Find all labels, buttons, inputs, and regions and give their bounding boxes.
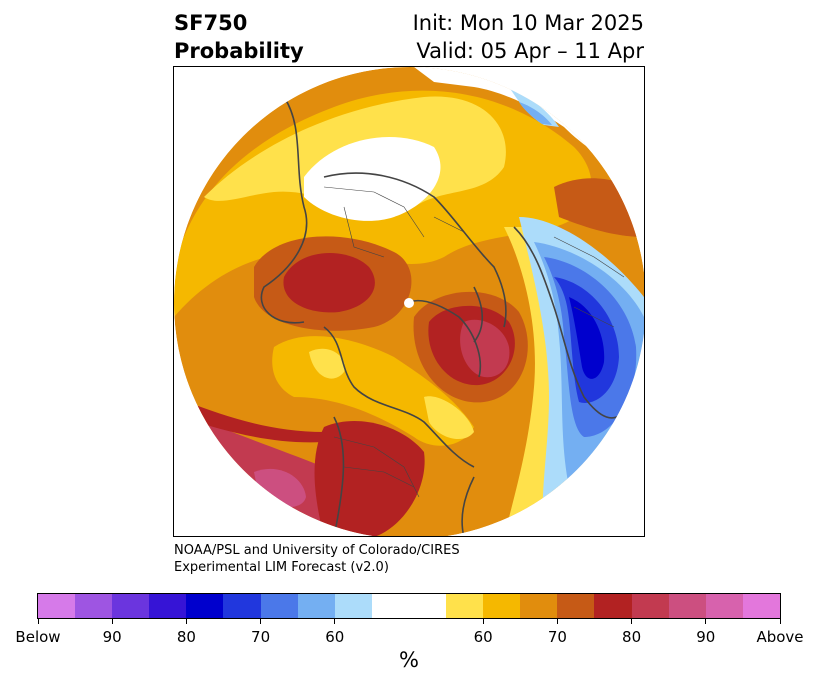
colorbar-tick [705,619,707,624]
colorbar-tick-label: Above [756,628,804,646]
colorbar-tick [631,619,633,624]
coastlines [260,96,630,536]
valid-range: Valid: 05 Apr – 11 Apr [416,39,644,63]
colorbar-tick-label: 70 [251,628,271,646]
colorbar-segment [149,594,187,618]
variable-label: SF750 [174,11,248,35]
colorbar-segment [557,594,595,618]
region-lightblue-north [509,87,559,127]
colorbar-segment [483,594,521,618]
globe-outside-mask [174,67,644,536]
colorbar-tick-label: 60 [325,628,345,646]
colorbar [37,593,781,619]
colorbar-segment [223,594,261,618]
title-left: SF750 Probability [174,9,304,65]
colorbar-tick-label: 80 [622,628,642,646]
colorbar-segment [371,594,409,618]
pole-marker [404,298,414,308]
colorbar-segment [260,594,298,618]
colorbar-tick [334,619,336,624]
colorbar-segment [520,594,558,618]
colorbar-tick [185,619,187,624]
colorbar-segment [297,594,335,618]
colorbar-segment [742,594,780,618]
colorbar-tick-label: 90 [102,628,122,646]
colorbar-tick-label: 60 [473,628,493,646]
credit-line-2: Experimental LIM Forecast (v2.0) [174,560,389,575]
colorbar-tick-label: 70 [547,628,567,646]
region-cream-hudson [424,396,474,440]
colorbar-segment [334,594,372,618]
region-midblue-north [519,102,552,125]
title-right: Init: Mon 10 Mar 2025 Valid: 05 Apr – 11… [413,9,644,65]
forecast-map [173,66,645,537]
colorbar-tick [260,619,262,624]
credit-text: NOAA/PSL and University of Colorado/CIRE… [174,542,460,576]
colorbar-tick [111,619,113,624]
colorbar-tick-label: 80 [176,628,196,646]
colorbar-segment [705,594,743,618]
region-white-north [304,137,441,221]
colorbar-unit: % [399,648,419,672]
colorbar-segment [631,594,669,618]
colorbar-segment [186,594,224,618]
colorbar-tick [37,619,39,624]
colorbar-segment [668,594,706,618]
colorbar-segment [594,594,632,618]
borders [323,186,625,498]
colorbar-segment [446,594,484,618]
region-cream-canada [309,348,345,379]
colorbar-segment [38,594,76,618]
region-red-eurasia [283,253,375,313]
colorbar-tick [556,619,558,624]
init-date: Init: Mon 10 Mar 2025 [412,11,644,35]
credit-line-1: NOAA/PSL and University of Colorado/CIRE… [174,543,460,558]
region-red-band [174,397,324,443]
product-label: Probability [174,39,304,63]
colorbar-tick [779,619,781,624]
colorbar-tick-label: 90 [696,628,716,646]
region-deepblue-east [569,297,605,379]
colorbar-segment [408,594,447,618]
colorbar-segment [112,594,150,618]
colorbar-segment [75,594,113,618]
colorbar-tick [482,619,484,624]
colorbar-tick-label: Below [15,628,61,646]
map-svg [174,67,644,536]
